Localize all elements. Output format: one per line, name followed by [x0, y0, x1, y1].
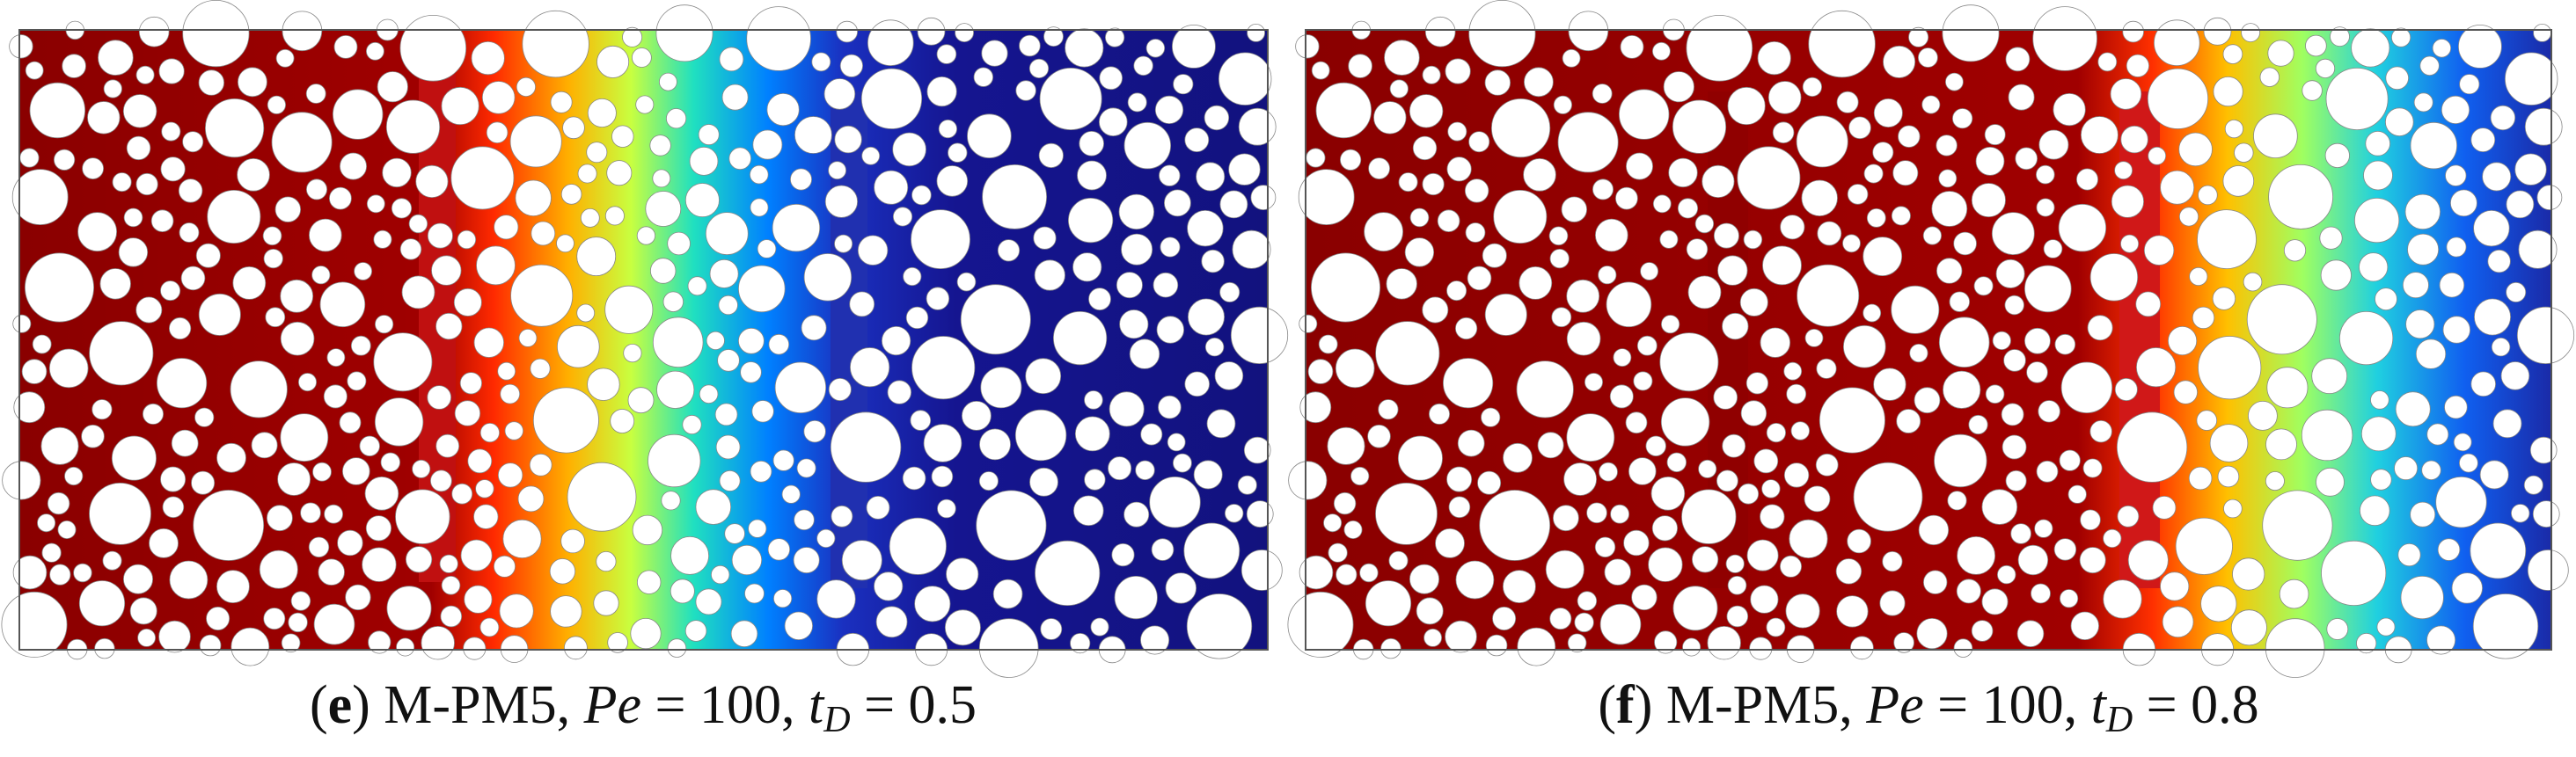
caption-symbol: t: [2091, 675, 2108, 735]
panel-f: [1287, 0, 2575, 678]
frame: [1305, 29, 2552, 651]
caption-part: = 100,: [641, 675, 809, 735]
caption: (e) M-PM5, Pe = 100, tD = 0.5: [310, 675, 977, 740]
caption-part: = 0.8: [2133, 675, 2258, 735]
panel-e: [1, 0, 1289, 678]
caption-part: = 0.5: [851, 675, 977, 735]
caption-symbol: Pe: [583, 675, 641, 735]
caption-part: (: [1598, 675, 1616, 735]
panel-label: e: [328, 675, 353, 735]
caption-part: ) M-PM5,: [1635, 675, 1867, 735]
caption-part: ) M-PM5,: [352, 675, 584, 735]
panel-label: f: [1616, 675, 1636, 735]
caption-subscript: D: [823, 700, 850, 740]
caption-part: = 100,: [1924, 675, 2091, 735]
caption: (f) M-PM5, Pe = 100, tD = 0.8: [1598, 675, 2258, 740]
caption-symbol: Pe: [1865, 675, 1923, 735]
caption-symbol: t: [809, 675, 825, 735]
caption-subscript: D: [2105, 700, 2133, 740]
frame: [18, 29, 1269, 651]
caption-part: (: [310, 675, 328, 735]
